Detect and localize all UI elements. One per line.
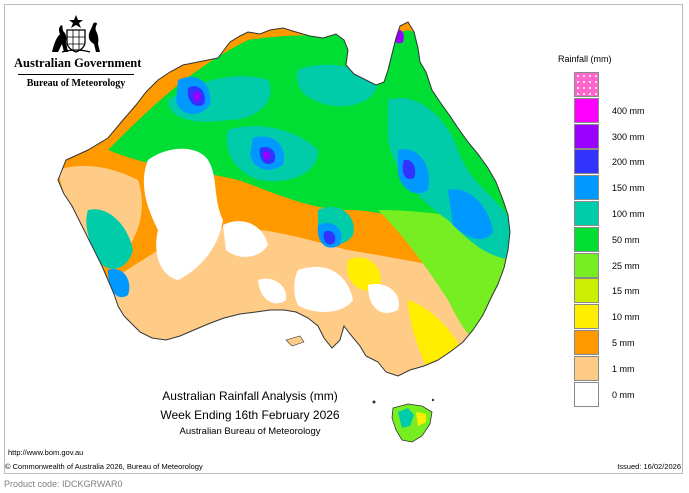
product-code: Product code: IDCKGRWAR0: [4, 479, 123, 489]
legend-label: 100 mm: [612, 208, 645, 219]
legend-swatch: [574, 278, 599, 304]
agency-name: Bureau of Meteorology: [26, 78, 126, 89]
legend-swatch: [574, 226, 599, 252]
legend-label: 300 mm: [612, 131, 645, 142]
legend-swatch: [574, 149, 599, 175]
legend-label: 10 mm: [612, 312, 640, 323]
legend-swatch: [574, 355, 599, 381]
legend-swatch: [574, 304, 599, 330]
legend-title: Rainfall (mm): [558, 54, 612, 64]
legend-swatch: [574, 252, 599, 278]
bom-url-link[interactable]: http://www.bom.gov.au: [8, 448, 84, 457]
issued-date: Issued: 16/02/2026: [617, 462, 681, 471]
legend-swatch: [574, 201, 599, 226]
legend-label: 0 mm: [612, 389, 635, 400]
legend-swatch: [574, 72, 599, 97]
rainfall-map: [57, 21, 511, 443]
legend-label: 25 mm: [612, 260, 640, 271]
legend-swatch: [574, 381, 599, 407]
legend-swatch: [574, 123, 599, 149]
legend-swatch: [574, 175, 599, 201]
copyright-notice: © Commonwealth of Australia 2026, Bureau…: [5, 462, 203, 471]
legend-label: 50 mm: [612, 234, 640, 245]
legend-swatch: [574, 330, 599, 355]
legend-swatch: [574, 97, 599, 123]
map-period: Week Ending 16th February 2026: [160, 408, 340, 422]
legend-label: 400 mm: [612, 105, 645, 116]
legend-label: 1 mm: [612, 363, 635, 374]
legend-label: 200 mm: [612, 157, 645, 168]
rainfall-legend: 400 mm 300 mm 200 mm 150 mm 100 mm 50 mm 25 mm…: [574, 72, 668, 407]
legend-label: 15 mm: [612, 286, 640, 297]
legend-label: 150 mm: [612, 183, 645, 194]
map-source: Australian Bureau of Meteorology: [179, 426, 321, 437]
coat-of-arms-icon: [52, 15, 100, 53]
map-title: Australian Rainfall Analysis (mm): [162, 389, 338, 403]
government-title: Australian Government: [14, 56, 142, 70]
legend-label: 5 mm: [612, 337, 635, 348]
government-logo: Australian Government Bureau of Meteorol…: [14, 14, 142, 89]
logo-divider: [18, 74, 134, 75]
